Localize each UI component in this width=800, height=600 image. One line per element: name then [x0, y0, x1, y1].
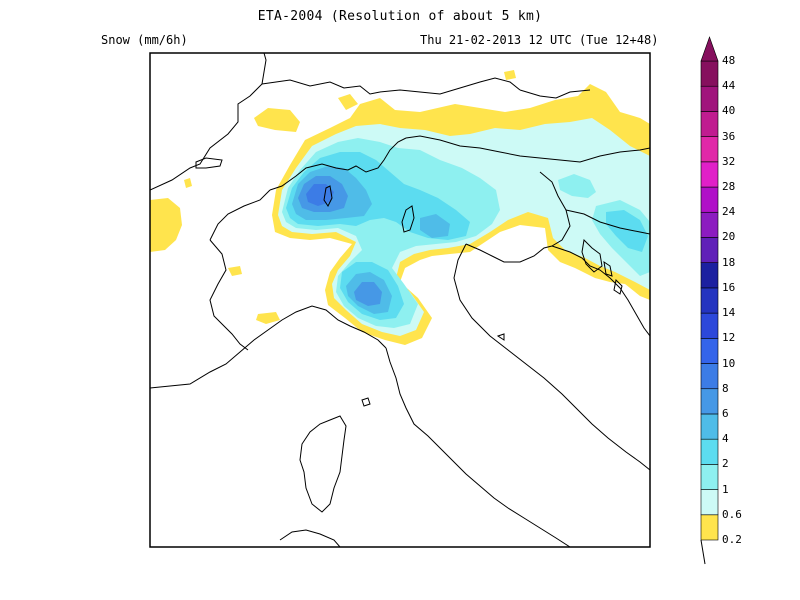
colorbar-level-label: 32: [722, 154, 736, 168]
colorbar-level-label: 48: [722, 54, 736, 67]
colorbar-swatch: [700, 85, 719, 112]
colorbar-level-label: 18: [722, 255, 736, 269]
colorbar-level-label: 0.6: [722, 507, 742, 521]
colorbar-level-label: 24: [722, 205, 736, 219]
colorbar-swatch: [700, 287, 719, 314]
colorbar-level-label: 40: [722, 104, 736, 118]
colorbar-level-label: 20: [722, 230, 736, 244]
colorbar-swatch: [700, 438, 719, 465]
map-title: ETA-2004 (Resolution of about 5 km): [257, 9, 543, 24]
colorbar-level-label: 8: [722, 381, 729, 395]
colorbar-level-label: 1: [722, 482, 729, 496]
colorbar-swatch: [700, 464, 719, 490]
colorbar-swatch: [700, 489, 719, 516]
colorbar-swatch: [700, 312, 719, 339]
colorbar-level-label: 12: [722, 331, 736, 345]
colorbar-swatch: [700, 388, 719, 415]
snow-field: [150, 53, 650, 547]
colorbar-swatch: [700, 186, 719, 213]
colorbar-swatch: [700, 338, 719, 364]
colorbar-swatch: [700, 60, 719, 87]
colorbar-swatch: [700, 161, 719, 188]
valid-time-label: Thu 21-02-2013 12 UTC (Tue 12+48): [420, 33, 659, 47]
colorbar-swatch: [700, 237, 719, 263]
colorbar-top-arrow: [700, 36, 719, 62]
colorbar-swatch: [700, 514, 719, 541]
field-label: Snow (mm/6h): [101, 33, 188, 47]
colorbar-swatch: [700, 111, 719, 137]
snow-band-8: [306, 184, 334, 206]
colorbar-bottom-tail: [700, 539, 706, 565]
colorbar-level-label: 4: [722, 432, 729, 446]
colorbar-swatch: [700, 262, 719, 289]
coastlines-and-borders: [150, 53, 650, 547]
colorbar-level-label: 10: [722, 356, 736, 370]
colorbar-level-label: 44: [722, 79, 736, 93]
colorbar-level-label: 36: [722, 129, 736, 143]
colorbar-swatch: [700, 211, 719, 238]
colorbar-level-label: 14: [722, 306, 736, 320]
colorbar-level-label: 0.2: [722, 533, 742, 546]
colorbar-swatch: [700, 363, 719, 390]
colorbar-swatch: [700, 136, 719, 163]
colorbar-level-label: 16: [722, 280, 736, 294]
map-frame: [149, 52, 651, 548]
colorbar-level-label: 28: [722, 180, 736, 194]
colorbar-level-label: 2: [722, 457, 729, 471]
colorbar-swatch: [700, 413, 719, 440]
colorbar-level-label: 6: [722, 406, 729, 420]
